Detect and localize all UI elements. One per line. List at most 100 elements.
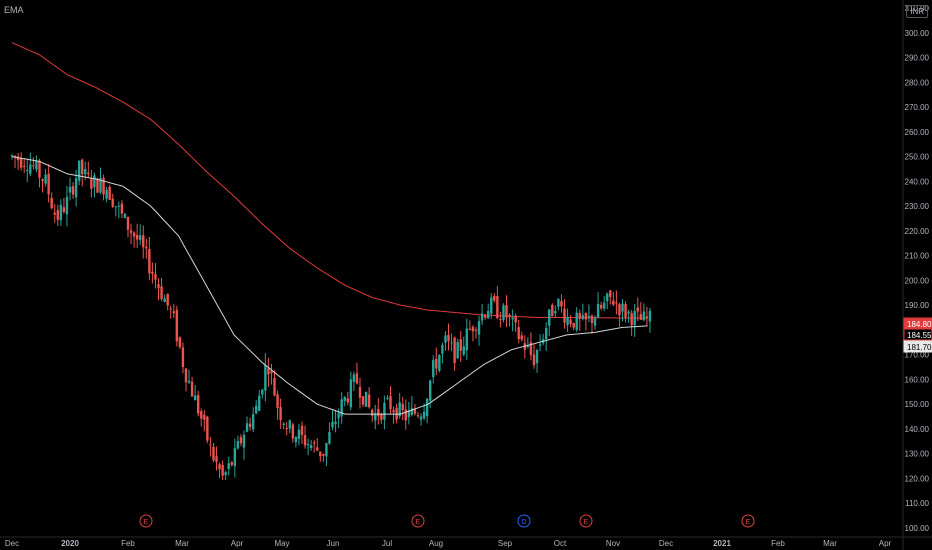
candle-body [578,312,581,319]
candle-body [532,354,536,366]
candle-body [349,379,353,408]
event-marker [579,514,593,528]
candle-body [227,463,230,469]
candle-body [425,399,429,416]
candle-body [566,316,569,326]
candle-body [50,198,53,209]
ema-long-line [11,42,648,319]
candle-body [105,189,108,199]
candle-body [23,165,26,167]
candle-body [505,305,508,318]
candle-body [206,416,209,441]
candle-body [490,297,493,314]
x-tick-label: Mar [823,539,837,548]
candle-body [544,327,548,340]
candle-body [53,212,56,215]
ema-short-line [11,156,648,415]
candle-body [343,397,346,401]
candle-body [432,360,435,378]
candle-body [239,437,243,444]
y-tick-label: 200.00 [905,276,930,285]
event-marker [741,514,755,528]
candle-body [621,303,624,312]
candle-body [386,397,389,399]
y-tick-label: 190.00 [905,301,930,310]
currency-label[interactable]: INR [906,5,928,18]
candle-body [596,304,600,318]
x-tick-label: Aug [429,539,443,548]
x-tick-label: Jul [382,539,392,548]
x-tick-label: Mar [175,539,189,548]
event-marker [139,514,153,528]
candle-body [233,448,237,467]
candle-body [38,160,41,178]
candle-body [87,172,90,174]
candle-body [123,213,127,218]
indicator-label[interactable]: EMA [4,5,24,15]
candle-body [29,164,32,174]
candle-body [236,441,240,449]
candle-body [480,313,484,321]
candle-body [526,345,530,348]
y-tick-label: 150.00 [905,400,930,409]
candle-body [41,179,44,182]
candle-body [212,446,215,461]
candle-body [407,410,411,418]
candle-body [47,173,50,195]
price-tag [903,340,932,353]
candle-body [633,311,636,326]
candle-body [602,302,606,309]
candle-body [340,399,343,417]
x-tick-label: Feb [121,539,135,548]
candle-body [624,304,627,318]
candle-body [474,329,478,331]
candle-body [142,235,145,248]
candle-body [615,302,618,304]
candle-body [288,420,291,429]
candle-body [599,304,603,309]
candle-body [499,318,502,320]
candle-body [627,311,630,314]
candle-body [300,425,304,435]
candle-body [486,311,490,319]
candle-body [279,407,282,421]
candle-body [169,308,172,310]
candle-body [303,435,307,446]
candle-body [453,337,456,363]
candle-body [572,322,575,328]
candle-body [102,178,105,195]
candle-body [428,380,432,401]
candle-body [99,178,102,193]
candle-body [352,374,356,382]
price-tag-label: 184.55 [907,331,932,340]
candle-body [248,423,252,427]
candle-body [630,313,633,326]
x-tick-label: Feb [771,539,785,548]
candle-body [77,160,81,181]
candle-body [270,370,273,374]
event-marker-label: E [416,519,421,526]
event-marker-label: E [144,519,149,526]
candle-body [404,409,407,421]
candle-body [334,421,337,424]
candle-body [529,342,533,356]
y-tick-label: 220.00 [905,227,930,236]
x-tick-label: Nov [606,539,620,548]
candle-body [65,196,69,215]
candle-body [68,186,72,193]
candle-body [609,290,612,297]
candle-body [306,444,310,446]
candle-body [145,246,148,249]
y-tick-label: 110.00 [905,499,929,508]
candle-body [462,346,465,355]
candle-body [465,328,469,351]
candle-body [569,319,572,325]
candle-body [203,414,206,420]
candle-body [377,409,380,417]
candle-body [639,314,643,320]
candle-body [10,155,14,157]
candle-body [538,344,542,346]
candle-body [32,165,35,167]
candle-body [135,234,139,240]
